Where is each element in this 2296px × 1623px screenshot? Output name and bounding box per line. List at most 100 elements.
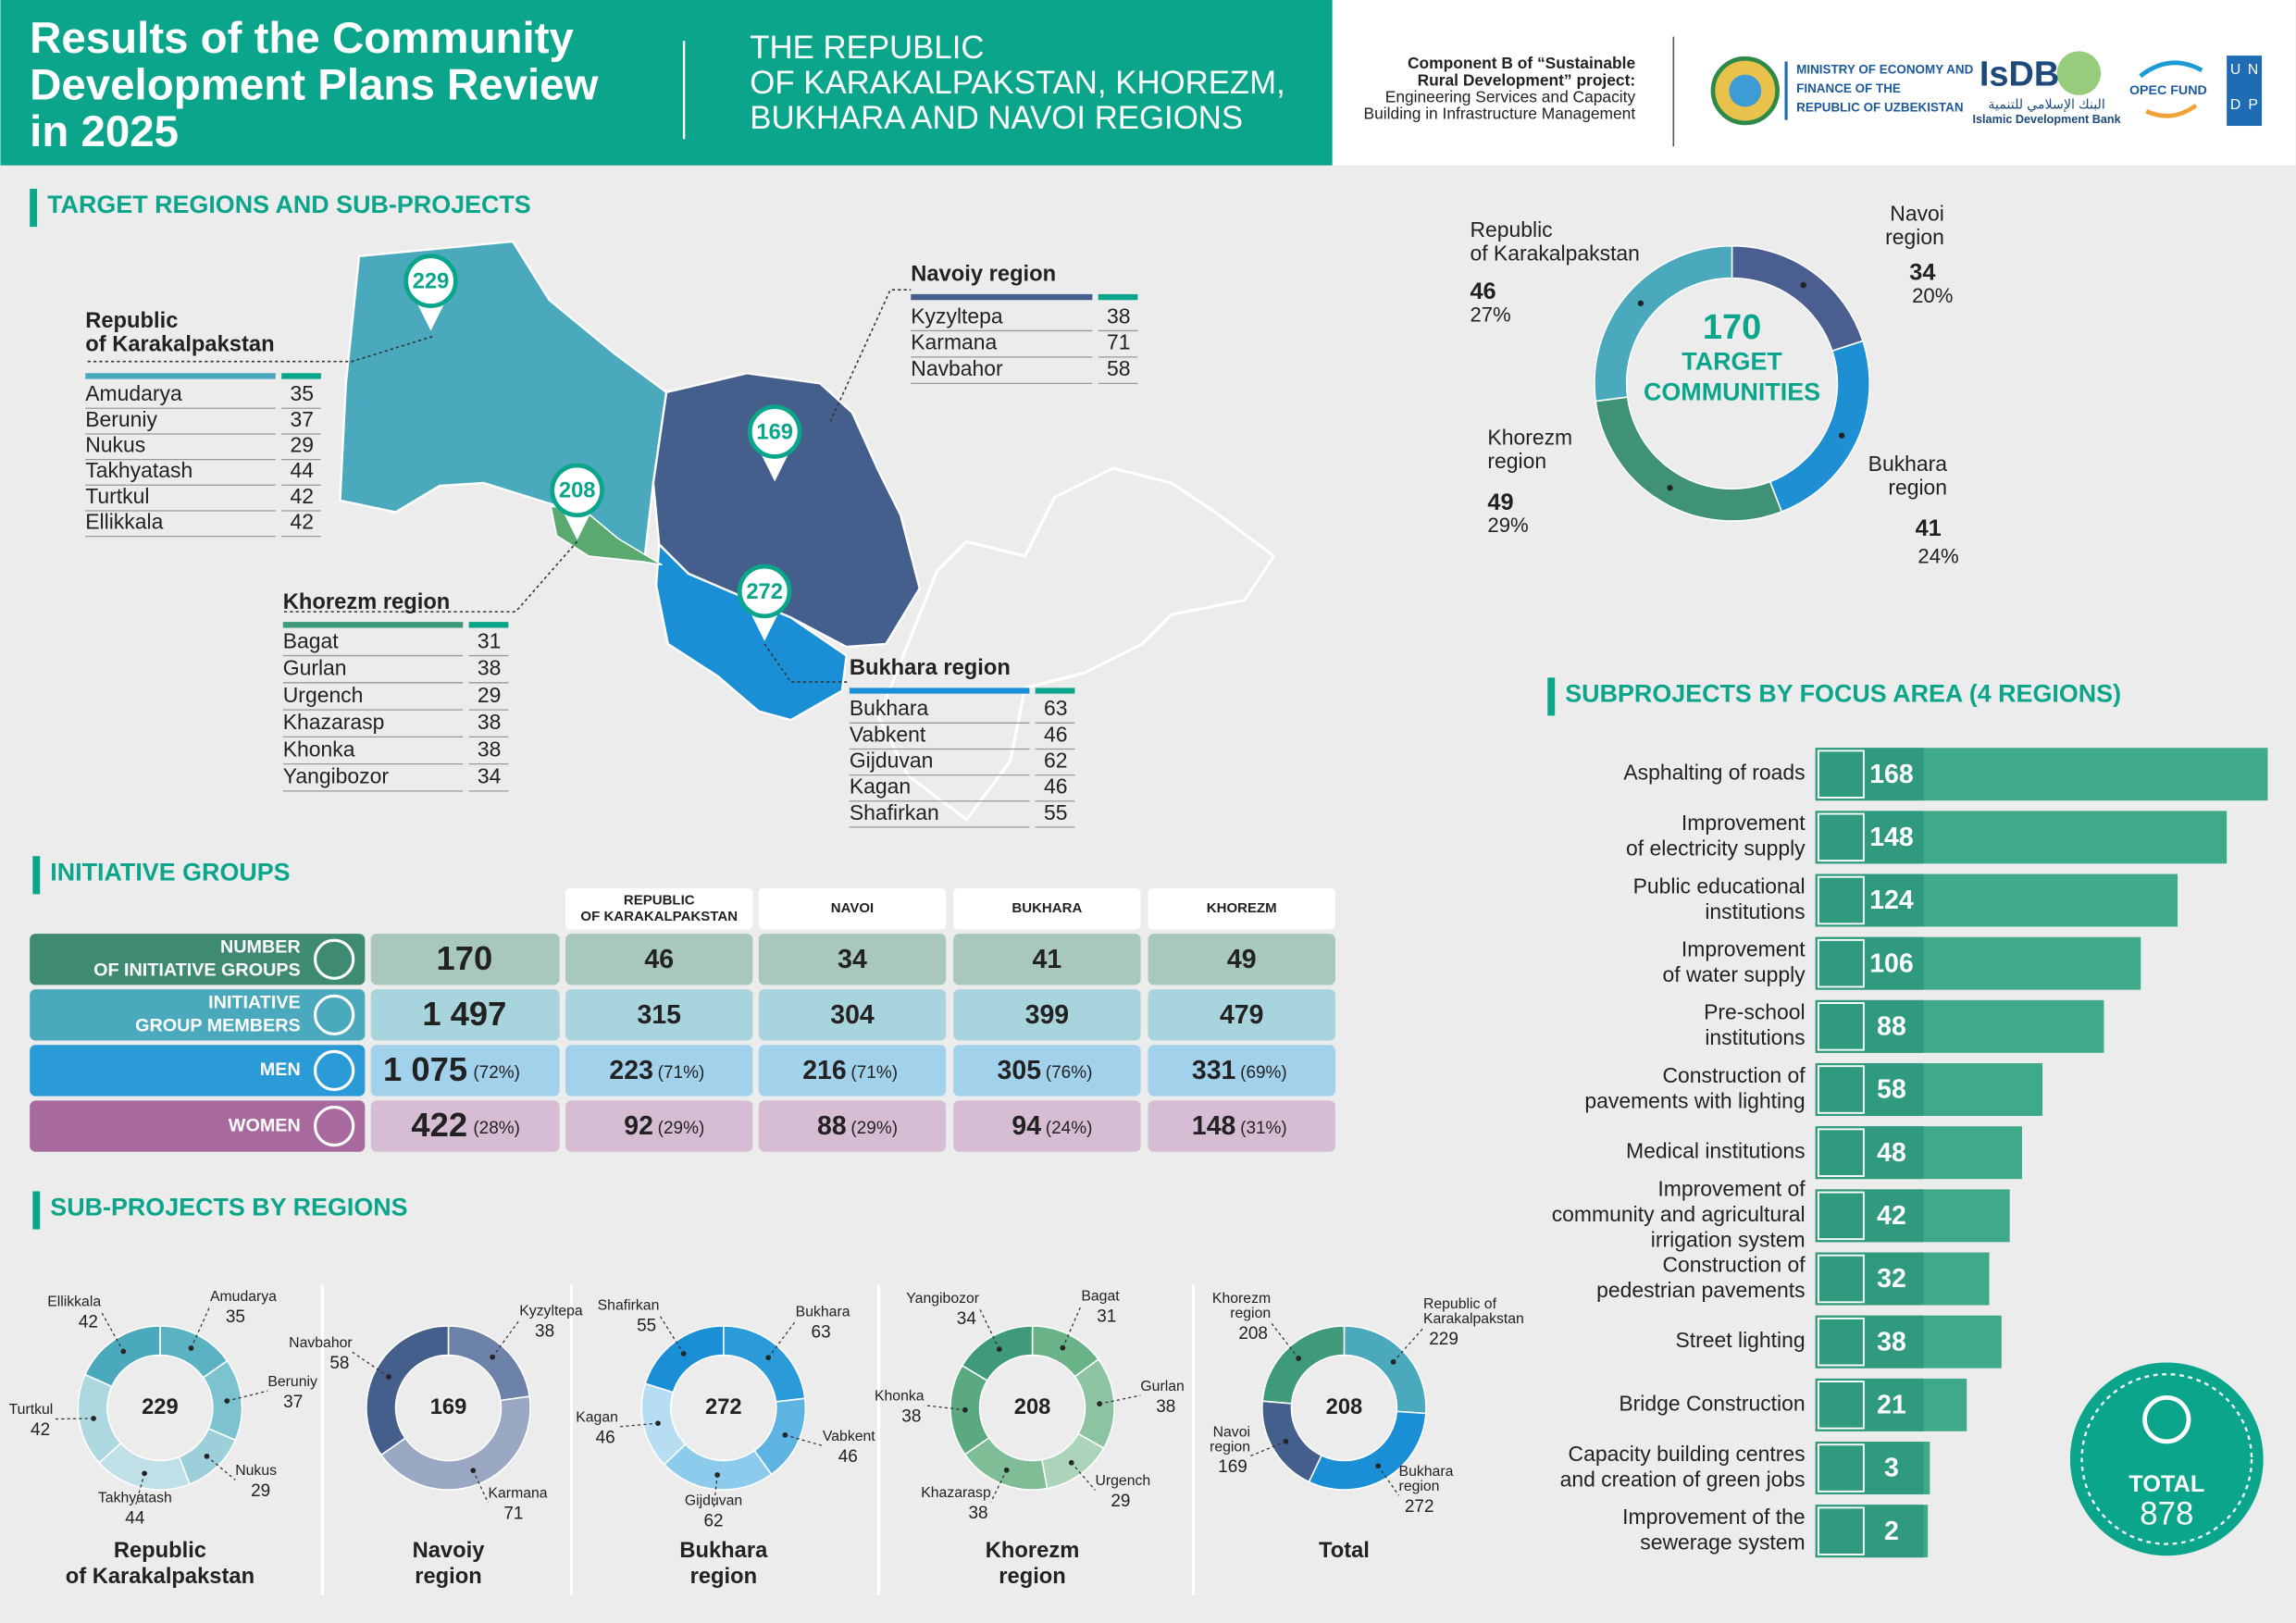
donut-label: Shafirkan: [598, 1298, 660, 1314]
district-value: 42: [290, 484, 314, 508]
cell-value: 1 075: [383, 1050, 467, 1088]
donut-label: Khonka: [875, 1388, 925, 1404]
row-label: OF INITIATIVE GROUPS: [93, 960, 301, 981]
donut-segment: [961, 1325, 1034, 1382]
donut-label: Turtkul: [9, 1402, 54, 1418]
opec-swoosh: [2145, 103, 2198, 118]
donut-label: Navoi: [1890, 202, 1944, 226]
cell-value: 170: [437, 939, 493, 977]
donut-title: Navoiy: [413, 1539, 486, 1563]
donut-label: Amudarya: [210, 1289, 277, 1305]
bar-value-box: [1815, 1442, 1924, 1494]
leader-line: [1071, 1462, 1096, 1491]
leader-line: [472, 1469, 490, 1504]
category-label: and creation of green jobs: [1560, 1467, 1806, 1491]
heading-bar: [32, 856, 41, 895]
value-cell: [370, 1100, 560, 1152]
district-value: 55: [1044, 800, 1068, 824]
category-label: pedestrian pavements: [1596, 1278, 1806, 1302]
leader-line: [100, 1310, 124, 1352]
cell-value: 1 497: [422, 995, 506, 1033]
district-value: 58: [1107, 356, 1131, 380]
bar-value-box: [1815, 1505, 1924, 1558]
total-badge-ring: [2080, 1372, 2253, 1545]
donut-label: region: [1888, 475, 1947, 499]
component-text: Rural Development” project:: [1418, 70, 1636, 89]
bar-value: 88: [1877, 1011, 1906, 1041]
subtitle: OF KARAKALPAKSTAN, KHOREZM,: [750, 66, 1285, 101]
donut-share: 27%: [1470, 303, 1510, 326]
bar-value: 32: [1877, 1264, 1906, 1294]
donut-label: region: [1399, 1479, 1440, 1494]
bar-icon-box: [1817, 1002, 1865, 1051]
leader-line: [282, 540, 578, 613]
category-label: Improvement of the: [1622, 1505, 1805, 1529]
district-value: 46: [1044, 774, 1068, 799]
column-header: [565, 888, 753, 930]
component-text: Engineering Services and Capacity: [1385, 88, 1636, 106]
heading-bar: [1547, 677, 1556, 716]
cell-value: 304: [830, 1000, 875, 1030]
cell-share: (29%): [850, 1119, 898, 1138]
map-pin-head: [747, 404, 802, 459]
bar-value: 3: [1884, 1454, 1899, 1483]
cell-value: 88: [817, 1111, 847, 1141]
donut-label: region: [1885, 225, 1944, 249]
donut-title: Total: [1319, 1539, 1370, 1563]
row-icon: [313, 1105, 355, 1147]
category-label: Capacity building centres: [1569, 1442, 1806, 1466]
bar-value-box: [1815, 1189, 1924, 1243]
bar-value: 2: [1884, 1517, 1899, 1546]
header-band: [0, 0, 1333, 166]
value-cell: [370, 934, 560, 985]
cell-value: 305: [998, 1056, 1042, 1085]
leader-line: [1249, 1441, 1286, 1457]
bar-value-box: [1815, 1063, 1924, 1116]
donut-value: 34: [1909, 259, 1935, 285]
value-cell: [370, 989, 560, 1041]
donut-value: 46: [838, 1447, 858, 1467]
bar-icon-box: [1817, 1443, 1865, 1493]
map-pin: [562, 510, 592, 540]
category-label: pavements with lighting: [1584, 1088, 1805, 1112]
title: in 2025: [30, 107, 179, 156]
row-label: MEN: [260, 1059, 301, 1080]
category-label: Asphalting of roads: [1623, 761, 1805, 785]
donut-value: 34: [957, 1309, 976, 1329]
row-label-cell: [30, 1100, 366, 1152]
donut-value: 169: [1218, 1457, 1247, 1477]
leader-line: [924, 1405, 965, 1411]
district-name: Khonka: [283, 737, 355, 761]
donut-total: 229: [142, 1395, 179, 1419]
column-header: [1148, 888, 1335, 930]
donut-value: 272: [1405, 1497, 1434, 1517]
value-cell: [758, 934, 947, 985]
category-label: institutions: [1705, 899, 1805, 923]
component-text: Component B of “Sustainable: [1408, 54, 1635, 72]
ministry-text: MINISTRY OF ECONOMY AND: [1796, 62, 1973, 76]
column-header-text: NAVOI: [831, 900, 874, 916]
donut-title: region: [690, 1565, 757, 1589]
value-cell: [1148, 989, 1335, 1041]
district-name: Khazarasp: [283, 710, 385, 734]
uzbekistan-outline: [876, 466, 1276, 822]
cell-share: (71%): [658, 1063, 705, 1083]
bar-icon-box: [1817, 750, 1865, 799]
donut-total: 208: [1014, 1395, 1051, 1419]
undp-letter: P: [2248, 97, 2258, 113]
category-label: Street lighting: [1675, 1328, 1805, 1352]
category-label: Pre-school: [1704, 1000, 1806, 1024]
category-label: of electricity supply: [1626, 836, 1806, 861]
leader-line: [134, 1473, 145, 1508]
donut-value: 58: [329, 1354, 349, 1373]
value-cell: [565, 934, 753, 985]
cell-share: (24%): [1046, 1119, 1093, 1138]
district-name: Ellikkala: [85, 509, 163, 533]
label-dot: [470, 1468, 477, 1474]
category-label: Improvement: [1682, 936, 1806, 960]
donut-value: 42: [79, 1313, 98, 1332]
donut-label: Vabkent: [823, 1429, 875, 1444]
isdb-name: Islamic Development Bank: [1973, 113, 2122, 126]
cell-share: (69%): [1240, 1063, 1287, 1083]
donut-center-label: COMMUNITIES: [1644, 378, 1820, 406]
